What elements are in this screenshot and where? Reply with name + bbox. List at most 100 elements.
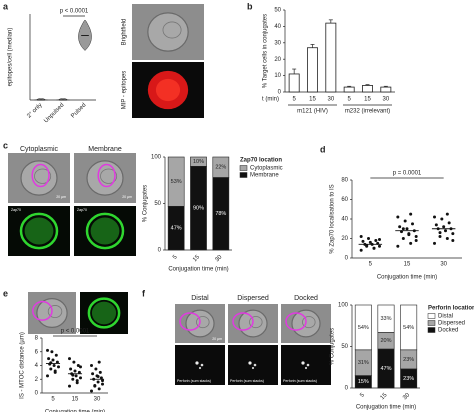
- x-tick-label: Unpulsed: [43, 102, 65, 124]
- cell: [20, 160, 58, 196]
- bar: [362, 85, 373, 93]
- legend-title: Zap70 location: [240, 158, 282, 164]
- dot: [79, 376, 82, 380]
- dot: [55, 360, 59, 364]
- x-tick-label: 30: [94, 397, 101, 403]
- cell: [47, 305, 63, 318]
- value-label: 31%: [358, 360, 369, 366]
- bar-segment: [190, 156, 207, 167]
- image-label: Membrane: [88, 146, 122, 153]
- dot: [76, 364, 80, 367]
- value-label: 54%: [403, 325, 414, 331]
- spot: [301, 361, 305, 365]
- x-tick-label: 15: [380, 392, 389, 401]
- dot: [409, 241, 413, 245]
- dot: [49, 367, 53, 371]
- dot: [451, 232, 455, 236]
- dot: [77, 370, 81, 374]
- y-tick-label: 50: [154, 201, 161, 207]
- y-tick-label: 4: [35, 363, 39, 369]
- dot: [94, 367, 98, 371]
- y-tick-label: 100: [151, 155, 162, 161]
- dot: [96, 380, 100, 384]
- cell: [302, 316, 316, 329]
- y-tick-label: 100: [338, 303, 349, 309]
- dot: [445, 212, 449, 216]
- cell: [162, 21, 182, 39]
- dot: [414, 238, 418, 242]
- dot: [438, 231, 442, 235]
- bar: [307, 47, 318, 93]
- y-axis-label: IS - MTOC distance (µm): [20, 332, 26, 399]
- bar-segment: [354, 304, 372, 351]
- dot: [378, 244, 381, 248]
- y-tick-label: 20: [274, 57, 281, 63]
- panel-label: c: [3, 140, 8, 150]
- spot: [306, 363, 310, 367]
- dot: [46, 348, 49, 352]
- annotation: p = 0.0001: [393, 171, 422, 177]
- dot: [414, 235, 418, 239]
- legend-label: Distal: [438, 314, 453, 320]
- dot: [75, 381, 79, 385]
- y-tick-label: 0: [345, 256, 349, 262]
- bar-segment: [167, 156, 185, 207]
- y-tick-label: 40: [341, 217, 348, 223]
- spot: [200, 363, 204, 367]
- y-axis-label: % Conjugates: [330, 328, 336, 365]
- value-label: 22%: [215, 165, 226, 171]
- dot: [396, 244, 400, 248]
- dot: [411, 222, 414, 226]
- group-label: m121 (HIV): [297, 109, 328, 115]
- dot: [396, 215, 400, 219]
- y-tick-label: 0: [278, 90, 282, 96]
- cell: [86, 160, 124, 196]
- x-tick-label: 30: [402, 392, 411, 401]
- dot: [367, 237, 370, 240]
- y-axis-label: % Zap70 localisation to IS: [330, 184, 336, 253]
- panel-label: a: [3, 1, 9, 11]
- dot: [101, 382, 104, 386]
- bar-segment: [377, 304, 395, 333]
- legend-swatch: [427, 327, 436, 333]
- dot: [71, 377, 75, 381]
- y-tick-label: 40: [274, 24, 281, 30]
- dot: [96, 375, 100, 378]
- x-tick-label: 5: [292, 97, 296, 103]
- legend-label: Docked: [438, 328, 458, 334]
- cell: [100, 168, 118, 184]
- cell: [147, 12, 189, 52]
- channel-label: Zap70: [77, 208, 87, 212]
- x-axis-label: Conjugation time (min): [377, 275, 437, 281]
- spot: [248, 361, 252, 365]
- dot: [368, 240, 372, 244]
- dot: [73, 369, 77, 373]
- x-tick-label: 5: [51, 397, 55, 403]
- y-tick-label: 0: [345, 386, 349, 392]
- bar-segment: [400, 304, 418, 351]
- image-label: Distal: [191, 295, 209, 302]
- value-label: 47%: [171, 226, 182, 232]
- value-label: 78%: [215, 211, 226, 217]
- spot: [198, 366, 202, 370]
- dot: [374, 238, 378, 242]
- legend-label: Cytoplasmic: [250, 166, 283, 172]
- conjugate-outline: [97, 163, 116, 188]
- bar: [288, 73, 300, 93]
- dot: [361, 239, 365, 243]
- spot: [251, 366, 255, 370]
- y-tick-label: 80: [341, 178, 348, 184]
- legend-swatch: [427, 313, 436, 319]
- dot: [75, 379, 79, 383]
- legend-title: Perforin location: [428, 306, 474, 312]
- image-caption: Perforin (sum stacks): [177, 379, 211, 383]
- spot: [304, 366, 308, 370]
- conjugate-outline: [285, 312, 307, 331]
- x-tick-label: 30: [214, 254, 223, 263]
- y-tick-label: 50: [274, 8, 281, 14]
- dot: [52, 364, 56, 367]
- value-label: 54%: [358, 325, 369, 331]
- dot: [93, 383, 97, 387]
- spot: [253, 363, 257, 367]
- y-tick-label: 50: [341, 344, 348, 350]
